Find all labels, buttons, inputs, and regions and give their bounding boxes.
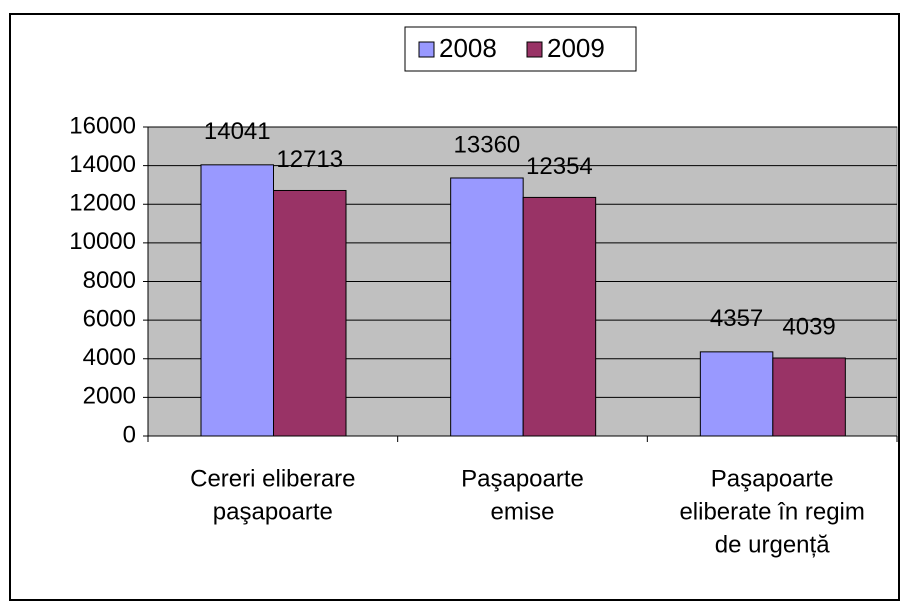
value-label: 4357	[710, 305, 763, 332]
y-tick-label: 2000	[83, 383, 136, 410]
y-tick-label: 8000	[83, 267, 136, 294]
value-label: 14041	[204, 118, 271, 145]
value-label: 13360	[454, 131, 521, 158]
bar	[450, 177, 524, 437]
y-tick-label: 10000	[69, 228, 136, 255]
x-tick-label: eliberate în regim	[679, 498, 864, 525]
x-tick-label: emise	[490, 498, 554, 525]
x-tick-label: Cereri eliberare	[190, 465, 355, 492]
bar	[699, 351, 774, 437]
value-label: 12354	[526, 153, 593, 180]
y-tick-label: 16000	[69, 112, 136, 139]
value-label: 4039	[782, 313, 835, 340]
x-tick-label: Paşapoarte	[711, 465, 834, 492]
bar	[200, 164, 274, 437]
x-tick-label: de urgență	[715, 531, 830, 558]
y-tick-label: 12000	[69, 190, 136, 217]
legend-swatch	[526, 41, 543, 58]
bar	[273, 189, 347, 437]
y-tick-label: 4000	[83, 344, 136, 371]
x-tick-label: paşapoarte	[213, 498, 333, 525]
y-tick-label: 6000	[83, 305, 136, 332]
x-tick-label: Paşapoarte	[461, 465, 584, 492]
legend-label: 2009	[547, 33, 605, 63]
bar	[772, 357, 846, 437]
y-tick-label: 14000	[69, 151, 136, 178]
bar	[522, 196, 597, 437]
legend-box	[404, 26, 637, 72]
legend-swatch	[418, 41, 435, 58]
y-tick-label: 0	[123, 421, 136, 448]
legend-label: 2008	[439, 33, 497, 63]
value-label: 12713	[276, 146, 343, 173]
